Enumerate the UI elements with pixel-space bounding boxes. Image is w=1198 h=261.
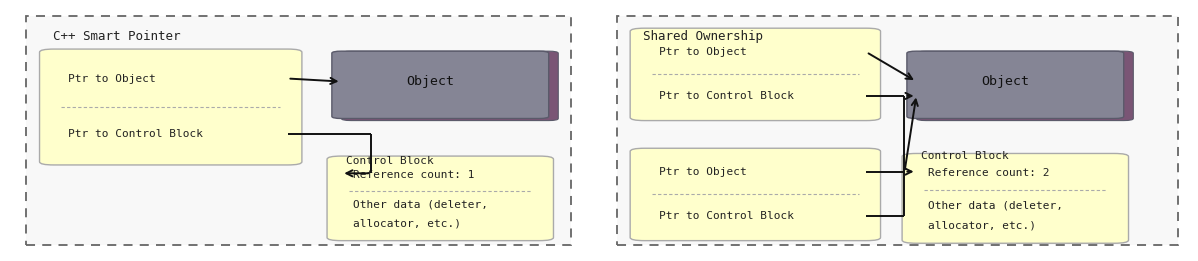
Text: Object: Object bbox=[406, 75, 454, 88]
FancyBboxPatch shape bbox=[40, 49, 302, 165]
FancyBboxPatch shape bbox=[617, 16, 1178, 245]
Text: Ptr to Object: Ptr to Object bbox=[68, 74, 156, 84]
FancyBboxPatch shape bbox=[341, 51, 558, 121]
Text: allocator, etc.): allocator, etc.) bbox=[928, 220, 1036, 230]
Text: Object: Object bbox=[981, 75, 1029, 88]
FancyBboxPatch shape bbox=[327, 156, 553, 241]
Text: allocator, etc.): allocator, etc.) bbox=[353, 218, 461, 228]
Text: Ptr to Control Block: Ptr to Control Block bbox=[68, 129, 204, 139]
Text: Ptr to Object: Ptr to Object bbox=[659, 167, 746, 177]
Text: Control Block: Control Block bbox=[921, 151, 1009, 161]
FancyBboxPatch shape bbox=[916, 51, 1133, 121]
Text: Other data (deleter,: Other data (deleter, bbox=[928, 200, 1064, 210]
Text: Reference count: 2: Reference count: 2 bbox=[928, 168, 1049, 178]
Text: Reference count: 1: Reference count: 1 bbox=[353, 170, 474, 180]
FancyBboxPatch shape bbox=[902, 153, 1129, 243]
FancyBboxPatch shape bbox=[907, 51, 1124, 118]
Text: Shared Ownership: Shared Ownership bbox=[643, 30, 763, 43]
Text: C++ Smart Pointer: C++ Smart Pointer bbox=[53, 30, 180, 43]
FancyBboxPatch shape bbox=[26, 16, 571, 245]
FancyBboxPatch shape bbox=[332, 51, 549, 118]
FancyBboxPatch shape bbox=[630, 148, 881, 241]
Text: Other data (deleter,: Other data (deleter, bbox=[353, 200, 489, 210]
Text: Control Block: Control Block bbox=[346, 156, 434, 166]
Text: Ptr to Control Block: Ptr to Control Block bbox=[659, 211, 794, 221]
Text: Ptr to Control Block: Ptr to Control Block bbox=[659, 91, 794, 101]
Text: Ptr to Object: Ptr to Object bbox=[659, 47, 746, 57]
FancyBboxPatch shape bbox=[630, 28, 881, 121]
